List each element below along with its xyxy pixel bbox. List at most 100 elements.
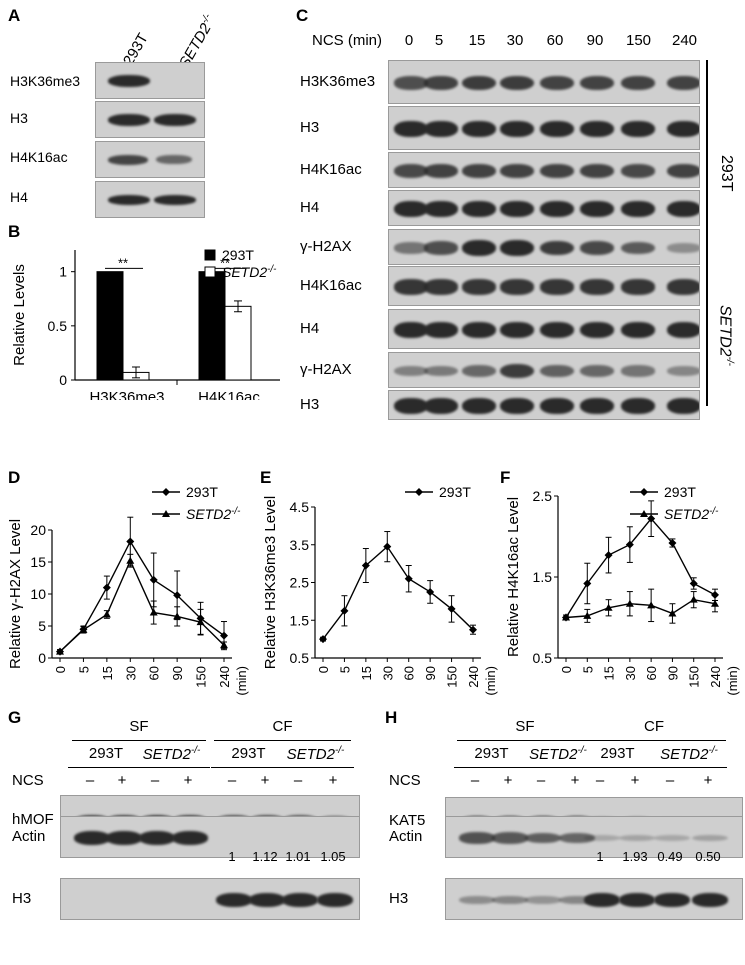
band (667, 366, 699, 376)
band (500, 398, 534, 414)
x-tick-label: 150 (445, 666, 460, 688)
band (394, 76, 428, 90)
data-point (102, 610, 111, 618)
band (424, 241, 458, 255)
row-label: KAT5 (389, 812, 426, 829)
y-axis-label: Relative H4K16ac Level (505, 497, 522, 657)
band (154, 114, 196, 126)
bracket-293t (706, 60, 708, 284)
band (108, 195, 150, 205)
band (500, 201, 534, 217)
band (462, 322, 496, 338)
panel-c-row-label: H4K16ac (300, 277, 362, 294)
band (654, 893, 690, 907)
chart-e: 0.5 1.5 2.5 3.5 4.5 0 5 15 30 60 90 150 240 (min) Rela… (262, 484, 498, 696)
legend-label: SETD2-/- (664, 506, 719, 522)
data-point (149, 608, 158, 616)
chart-b: 0 0.5 1 Relative Levels ** H3K36me3 ** H4K16ac 2… (11, 247, 280, 400)
blot (60, 816, 360, 858)
y-tick-label: 1 (59, 264, 67, 280)
x-tick-label: 240 (466, 666, 481, 688)
band (156, 155, 192, 164)
x-tick-label: 0 (559, 666, 574, 673)
y-tick-label: 5 (38, 618, 46, 634)
x-tick-label: 90 (170, 666, 185, 680)
series-line (59, 558, 225, 653)
significance-mark: ** (118, 255, 128, 270)
fraction-label: SF (129, 718, 149, 735)
band (500, 240, 534, 256)
band (667, 121, 699, 137)
band (621, 75, 655, 91)
legend-swatch (204, 266, 216, 278)
y-tick-label: 2.5 (290, 575, 310, 591)
bar (96, 271, 124, 381)
band (424, 365, 458, 377)
band (580, 121, 614, 137)
band (249, 893, 285, 907)
cell-underline (133, 767, 210, 768)
fraction-underline (72, 740, 206, 741)
ncs-sign: + (503, 772, 513, 789)
quant-value: 0.50 (695, 849, 721, 864)
band (462, 398, 496, 414)
panel-label-b: B (8, 222, 21, 241)
legend-label: 293T (186, 484, 218, 500)
band (172, 831, 208, 845)
data-point (711, 590, 719, 599)
band (462, 75, 496, 91)
x-tick-label: 5 (580, 666, 595, 673)
legend-label: SETD2-/- (222, 264, 277, 280)
x-unit-label: (min) (725, 666, 740, 696)
panel-c-blot (388, 352, 700, 388)
blot-a-h4k16ac (95, 141, 205, 178)
row-label: H3 (12, 890, 32, 907)
quant-value: 1 (596, 849, 604, 864)
data-point (126, 556, 135, 564)
cell-underline (579, 767, 656, 768)
panel-label-a: A (8, 6, 21, 25)
band (317, 893, 353, 907)
panel-label-d: D (8, 468, 21, 487)
data-point (79, 625, 88, 633)
panel-c-header: NCS (min) (312, 32, 382, 49)
data-point (173, 612, 182, 620)
timepoint-label: 90 (586, 32, 604, 49)
x-unit-label: (min) (234, 666, 249, 696)
x-category-label: H3K36me3 (89, 389, 164, 400)
band (667, 398, 699, 414)
chart-d: 0 5 10 15 20 0 5 15 30 60 90 150 240 (min) Relative γ-… (7, 484, 249, 696)
band (667, 163, 699, 179)
blot (445, 878, 743, 920)
data-point (56, 647, 64, 655)
data-point (340, 606, 349, 615)
panel-c-blot (388, 390, 700, 420)
fraction-underline (582, 740, 726, 741)
band (621, 365, 655, 377)
timepoint-label: 0 (404, 32, 414, 49)
legend-marker (162, 488, 170, 496)
band (106, 831, 142, 845)
data-point (126, 537, 135, 546)
x-tick-label: 60 (644, 666, 659, 680)
band (540, 240, 574, 256)
ncs-sign: – (665, 772, 675, 789)
legend-label: 293T (222, 247, 254, 263)
data-point (647, 514, 656, 523)
x-tick-label: 150 (687, 666, 702, 688)
band (394, 242, 428, 254)
quant-value: 1.01 (285, 849, 311, 864)
band (394, 164, 428, 178)
legend-marker (640, 510, 648, 517)
band (540, 163, 574, 179)
band (667, 75, 699, 91)
band (584, 834, 620, 842)
legend-marker (415, 488, 423, 496)
timepoint-label: 5 (434, 32, 444, 49)
band (692, 834, 728, 842)
timepoint-label: 15 (468, 32, 486, 49)
blot-a-h3 (95, 101, 205, 138)
band (459, 832, 495, 844)
band (525, 832, 561, 844)
band (462, 279, 496, 295)
